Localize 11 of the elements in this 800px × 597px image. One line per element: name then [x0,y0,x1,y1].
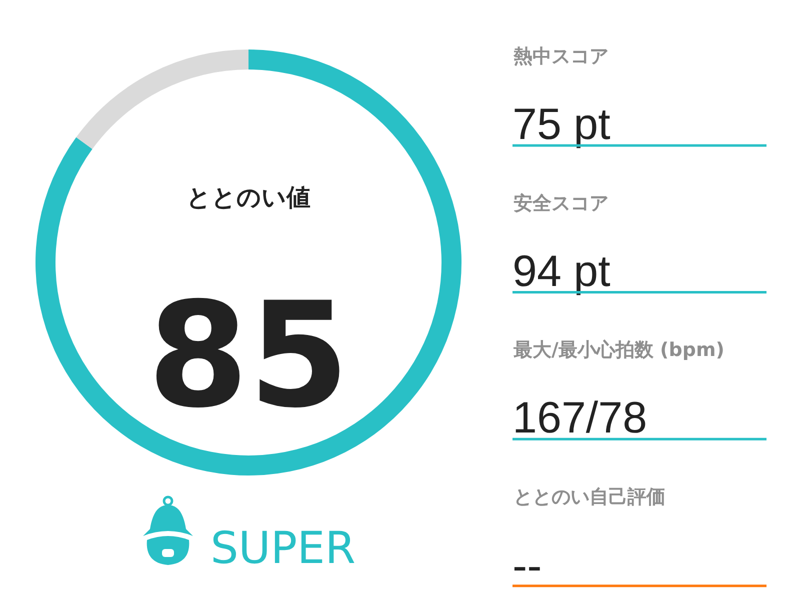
text: 167/78 [512,394,648,443]
text: ととのい自己評価 [514,486,666,508]
text: SUPER [210,523,356,574]
text: -- [512,541,542,590]
text: 熱中スコア [512,46,608,68]
text: ととのい値 [186,184,310,212]
text: 94 pt [512,246,610,296]
text: 75 pt [512,100,610,149]
text: 安全スコア [514,192,608,214]
data-label: 85 [148,272,350,440]
text: 最大/最小心拍数 (bpm) [512,339,724,362]
